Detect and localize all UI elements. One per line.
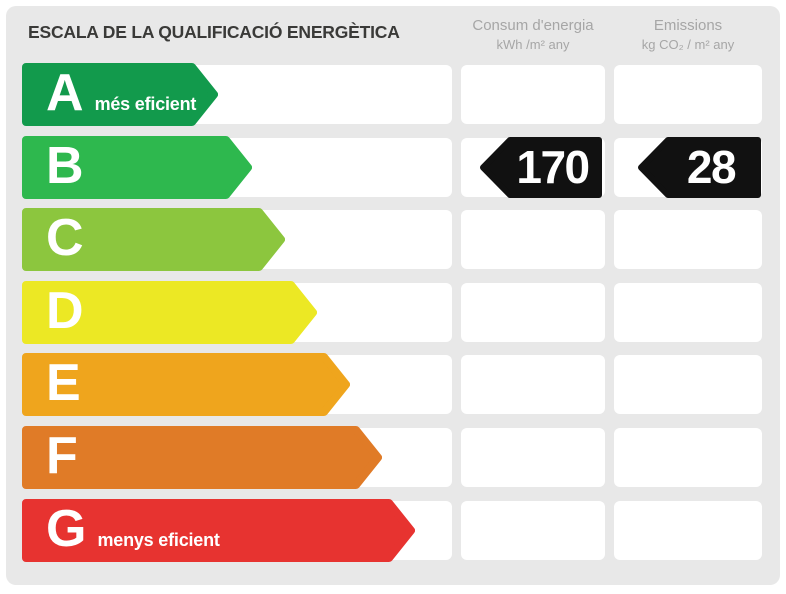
- consum-cell: [461, 355, 605, 415]
- emissions-value: 28: [686, 140, 737, 193]
- consum-cell: 170: [461, 136, 605, 198]
- rating-letter: E: [46, 354, 81, 413]
- emissions-label: Emissions: [653, 17, 723, 34]
- consum-cell: [461, 500, 605, 560]
- emissions-cell: [614, 355, 762, 415]
- emissions-cell: [614, 500, 762, 560]
- rating-arrow-shape: [22, 426, 382, 489]
- consum-cell: [461, 282, 605, 342]
- rating-arrow-label: F: [22, 426, 382, 489]
- rating-letter: B: [46, 136, 84, 195]
- emissions-cell: 28: [614, 136, 762, 198]
- consum-cell: [461, 210, 605, 270]
- rating-arrow-shape: [22, 498, 415, 562]
- left-arrow-icon: [480, 136, 602, 198]
- rating-arrow-shape: [22, 280, 317, 344]
- emissions-cell: [614, 210, 762, 270]
- rating-arrow-shape: [22, 135, 252, 199]
- rating-letter: D: [46, 281, 84, 340]
- rating-arrow-E: E: [22, 353, 350, 417]
- rating-note: més eficient: [94, 94, 197, 114]
- column-header-consum: Consum d'energia kWh /m² any: [461, 16, 605, 54]
- rating-arrow-shape: [22, 208, 285, 272]
- rating-letter: F: [46, 427, 78, 485]
- consum-label: Consum d'energia: [472, 17, 594, 34]
- rating-arrow-label: D: [22, 281, 317, 344]
- emissions-cell: [614, 428, 762, 487]
- rating-arrow-label: E: [22, 353, 350, 416]
- rating-note: menys eficient: [97, 529, 220, 550]
- emissions-cell: [614, 282, 762, 342]
- consum-cell: [461, 65, 605, 124]
- emissions-value-arrow: 28: [638, 136, 762, 198]
- rating-arrow-shape: [22, 353, 350, 417]
- consum-unit: kWh /m² any: [496, 37, 570, 52]
- rating-arrow-F: F: [22, 426, 382, 489]
- emissions-unit: kg CO₂ / m² any: [641, 37, 735, 52]
- rating-arrow-B: B: [22, 135, 252, 199]
- rating-arrow-label: B: [22, 136, 252, 199]
- rating-letter: C: [46, 209, 84, 268]
- rating-arrow-label: C: [22, 208, 285, 271]
- consum-cell: [461, 428, 605, 487]
- left-arrow-icon: [638, 136, 761, 198]
- consum-value: 170: [516, 140, 590, 193]
- rating-letter: A: [46, 64, 84, 122]
- page-title: ESCALA DE LA QUALIFICACIÓ ENERGÈTICA: [28, 22, 400, 42]
- column-header-emissions: Emissions kg CO₂ / m² any: [614, 16, 762, 54]
- rating-arrow-D: D: [22, 280, 317, 344]
- consum-value-arrow: 170: [480, 136, 603, 198]
- rating-arrow-C: C: [22, 208, 285, 272]
- rating-arrow-shape: [22, 63, 218, 126]
- rating-letter: G: [46, 499, 87, 558]
- energy-scale-panel: ESCALA DE LA QUALIFICACIÓ ENERGÈTICA Con…: [6, 6, 780, 585]
- emissions-cell: [614, 65, 762, 124]
